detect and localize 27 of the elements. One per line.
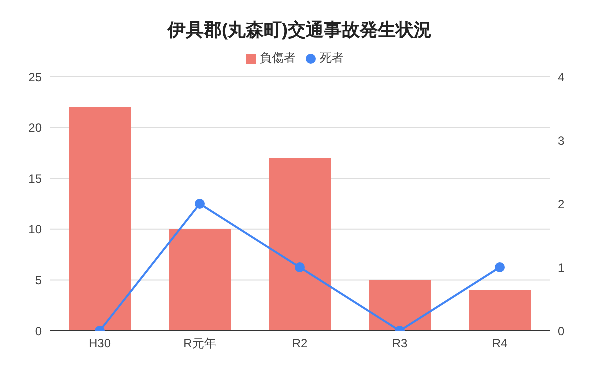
- y2-tick-label: 0: [558, 324, 565, 338]
- bar: [269, 158, 331, 331]
- y-tick-label: 25: [28, 70, 42, 84]
- point: [195, 199, 205, 209]
- bar: [469, 290, 531, 331]
- y2-tick-label: 2: [558, 197, 565, 212]
- bar: [69, 107, 131, 331]
- x-tick-label: R2: [292, 336, 308, 351]
- y2-tick-label: 1: [558, 260, 565, 275]
- y-tick-label: 10: [28, 222, 42, 237]
- x-tick-label: R3: [392, 336, 408, 351]
- legend-label: 死者: [320, 51, 344, 65]
- y2-tick-label: 3: [558, 134, 565, 148]
- bar: [369, 280, 431, 331]
- x-tick-label: R4: [492, 336, 508, 351]
- legend-label: 負傷者: [260, 51, 296, 65]
- x-tick-label: H30: [88, 336, 112, 351]
- y-tick-label: 0: [35, 324, 42, 338]
- x-tick-label: R元年: [184, 336, 216, 351]
- y-tick-label: 20: [28, 121, 42, 136]
- chart-title: 伊具郡(丸森町)交通事故発生状況: [166, 19, 433, 42]
- bar: [169, 229, 231, 331]
- point: [495, 262, 505, 272]
- y2-tick-label: 4: [558, 70, 565, 84]
- y-tick-label: 15: [28, 172, 42, 186]
- y-tick-label: 5: [35, 273, 42, 288]
- point: [295, 262, 305, 272]
